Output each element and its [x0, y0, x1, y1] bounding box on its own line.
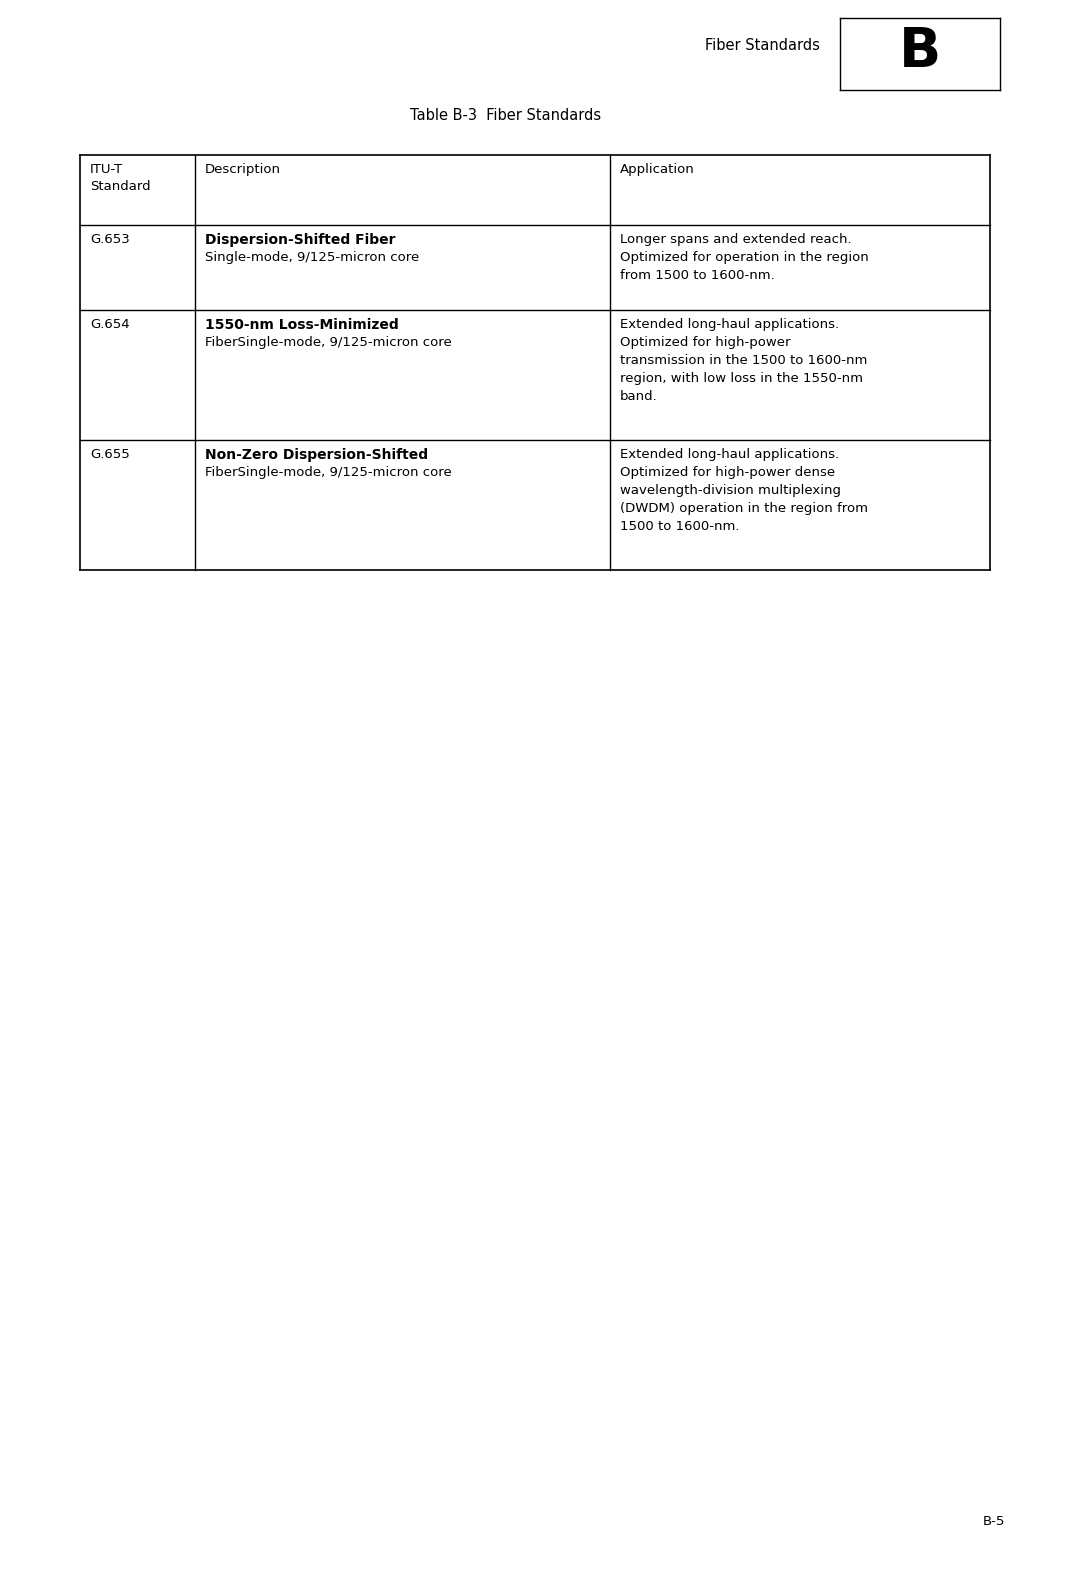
Text: G.653: G.653 — [90, 232, 130, 246]
Text: G.655: G.655 — [90, 447, 130, 462]
Text: FiberSingle-mode, 9/125-micron core: FiberSingle-mode, 9/125-micron core — [205, 336, 451, 349]
Text: Extended long-haul applications.
Optimized for high-power
transmission in the 15: Extended long-haul applications. Optimiz… — [620, 319, 867, 403]
Text: Dispersion-Shifted Fiber: Dispersion-Shifted Fiber — [205, 232, 395, 246]
Text: Single-mode, 9/125-micron core: Single-mode, 9/125-micron core — [205, 251, 419, 264]
Text: ITU-T
Standard: ITU-T Standard — [90, 163, 150, 193]
Text: Non-Zero Dispersion-Shifted: Non-Zero Dispersion-Shifted — [205, 447, 428, 462]
Text: B: B — [899, 25, 941, 78]
Text: B-5: B-5 — [983, 1515, 1004, 1528]
Text: Extended long-haul applications.
Optimized for high-power dense
wavelength-divis: Extended long-haul applications. Optimiz… — [620, 447, 868, 532]
Text: G.654: G.654 — [90, 319, 130, 331]
Text: Fiber Standards: Fiber Standards — [705, 38, 820, 53]
Text: FiberSingle-mode, 9/125-micron core: FiberSingle-mode, 9/125-micron core — [205, 466, 451, 479]
Text: Application: Application — [620, 163, 694, 176]
Text: Table B-3  Fiber Standards: Table B-3 Fiber Standards — [410, 108, 602, 122]
Text: Description: Description — [205, 163, 281, 176]
Text: Longer spans and extended reach.
Optimized for operation in the region
from 1500: Longer spans and extended reach. Optimiz… — [620, 232, 868, 283]
Text: 1550-nm Loss-Minimized: 1550-nm Loss-Minimized — [205, 319, 399, 331]
